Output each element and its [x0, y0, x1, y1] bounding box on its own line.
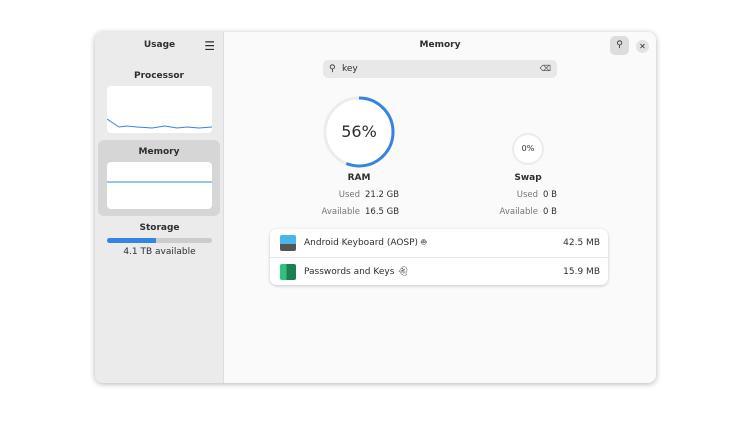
keyboard-app-icon — [280, 235, 296, 251]
processor-graph — [107, 86, 212, 133]
close-button[interactable]: ✕ — [636, 40, 649, 53]
memory-graph — [107, 162, 212, 209]
swap-used-label: Used — [516, 190, 538, 200]
ram-available: 16.5 GB — [365, 207, 400, 217]
search-input[interactable]: ⚲ key ⌫ — [323, 60, 557, 78]
app-name: Passwords and Keys — [304, 267, 395, 277]
passwords-app-icon — [280, 264, 296, 280]
sidebar-item-processor[interactable]: Processor — [98, 64, 220, 140]
ram-used: 21.2 GB — [365, 190, 400, 200]
swap-used: 0 B — [543, 190, 557, 200]
ram-used-label: Used — [338, 190, 360, 200]
process-list: Android Keyboard (AOSP) 🤖︎ 42.5 MB Passw… — [270, 229, 608, 285]
sidebar-title: Usage — [143, 40, 176, 50]
swap-percent: 0% — [521, 144, 535, 153]
swap-available: 0 B — [543, 207, 557, 217]
list-item[interactable]: Android Keyboard (AOSP) 🤖︎ 42.5 MB — [270, 229, 608, 257]
sidebar-item-memory[interactable]: Memory — [98, 140, 220, 216]
app-name: Android Keyboard (AOSP) — [304, 238, 419, 248]
app-memory: 42.5 MB — [563, 238, 600, 248]
close-icon: ✕ — [639, 42, 646, 51]
page-title: Memory — [419, 40, 461, 50]
memory-label: Memory — [138, 147, 180, 157]
app-window: Usage ☰ Processor Memory Storage 4.1 TB … — [95, 32, 656, 383]
ram-label: RAM — [347, 173, 371, 183]
clear-search-icon[interactable]: ⌫ — [539, 64, 551, 73]
swap-label: Swap — [514, 173, 542, 183]
search-icon: ⚲ — [329, 64, 336, 74]
storage-bar — [107, 238, 212, 243]
app-memory: 15.9 MB — [563, 267, 600, 277]
hamburger-menu-icon[interactable]: ☰ — [204, 39, 215, 53]
ram-percent: 56% — [341, 122, 377, 141]
sidebar: Usage ☰ Processor Memory Storage 4.1 TB … — [95, 32, 224, 383]
storage-available: 4.1 TB available — [123, 247, 196, 257]
processor-label: Processor — [134, 71, 184, 81]
search-button[interactable]: ⚲ — [610, 36, 629, 55]
storage-bar-fill — [107, 238, 157, 243]
swap-available-label: Available — [499, 207, 538, 217]
storage-label: Storage — [139, 223, 180, 233]
ram-ring — [323, 96, 395, 168]
search-icon: ⚲ — [616, 40, 623, 50]
ghost-icon: 👻︎ — [397, 267, 409, 277]
sidebar-item-storage[interactable]: Storage 4.1 TB available — [95, 223, 224, 257]
list-item[interactable]: Passwords and Keys 👻︎ 15.9 MB — [270, 257, 608, 285]
android-icon: 🤖︎ — [420, 238, 427, 248]
search-value: key — [342, 64, 358, 74]
ram-available-label: Available — [321, 207, 360, 217]
swap-ring — [512, 133, 544, 165]
